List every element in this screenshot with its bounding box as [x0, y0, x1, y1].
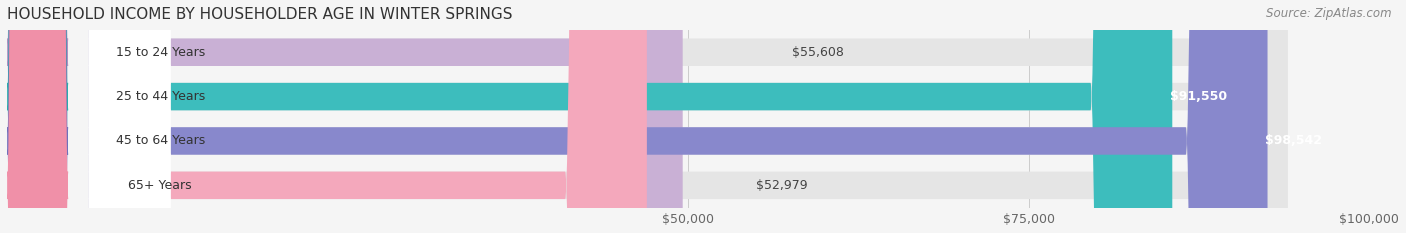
Text: HOUSEHOLD INCOME BY HOUSEHOLDER AGE IN WINTER SPRINGS: HOUSEHOLD INCOME BY HOUSEHOLDER AGE IN W…	[7, 7, 512, 22]
FancyBboxPatch shape	[89, 0, 170, 233]
Text: 45 to 64 Years: 45 to 64 Years	[115, 134, 205, 147]
Text: $91,550: $91,550	[1170, 90, 1227, 103]
FancyBboxPatch shape	[89, 0, 1288, 233]
FancyBboxPatch shape	[7, 0, 69, 233]
Text: $98,542: $98,542	[1265, 134, 1322, 147]
FancyBboxPatch shape	[89, 0, 647, 233]
Text: 65+ Years: 65+ Years	[128, 179, 193, 192]
Text: 25 to 44 Years: 25 to 44 Years	[115, 90, 205, 103]
FancyBboxPatch shape	[89, 0, 1288, 233]
FancyBboxPatch shape	[89, 0, 170, 233]
FancyBboxPatch shape	[89, 0, 1288, 233]
FancyBboxPatch shape	[89, 0, 170, 233]
FancyBboxPatch shape	[7, 0, 69, 233]
FancyBboxPatch shape	[7, 0, 69, 233]
FancyBboxPatch shape	[89, 0, 683, 233]
Text: 15 to 24 Years: 15 to 24 Years	[115, 46, 205, 59]
Text: $55,608: $55,608	[792, 46, 844, 59]
FancyBboxPatch shape	[89, 0, 1268, 233]
FancyBboxPatch shape	[89, 0, 1173, 233]
FancyBboxPatch shape	[89, 0, 170, 233]
Text: $52,979: $52,979	[756, 179, 807, 192]
FancyBboxPatch shape	[89, 0, 1288, 233]
FancyBboxPatch shape	[7, 0, 69, 233]
Text: Source: ZipAtlas.com: Source: ZipAtlas.com	[1267, 7, 1392, 20]
